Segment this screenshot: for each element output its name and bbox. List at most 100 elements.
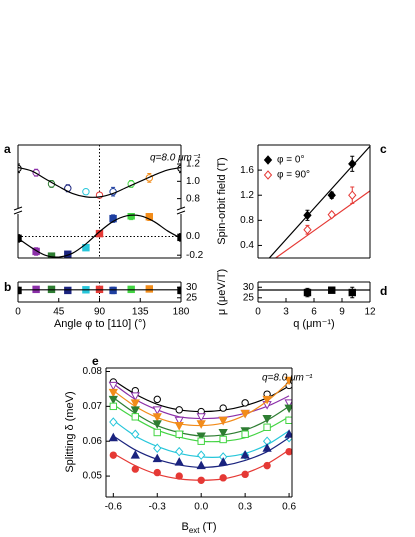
data-point: [109, 286, 117, 295]
panel-label: c: [380, 142, 387, 156]
data-point: [284, 399, 292, 408]
y-tick-label: 0.4: [240, 240, 254, 251]
data-point: [152, 420, 162, 429]
fit-line: [18, 214, 181, 258]
fit-line: [18, 166, 181, 198]
data-point: [95, 229, 104, 238]
panel-label: d: [380, 284, 387, 298]
data-point: [303, 224, 312, 235]
x-tick-label: 90: [94, 307, 106, 318]
data-point: [130, 399, 140, 408]
y-tick-label: 0.8: [240, 215, 254, 226]
data-point: [64, 286, 72, 295]
annotation: q=8.0 μm⁻¹: [262, 373, 313, 384]
data-point: [241, 430, 249, 438]
data-point: [152, 453, 162, 463]
data-point: [145, 213, 154, 221]
data-point: [284, 404, 292, 414]
data-point: [174, 416, 184, 426]
legend-marker: [263, 170, 273, 180]
x-tick-label: -0.3: [149, 502, 167, 513]
fit-line: [274, 190, 370, 258]
y-tick-label: 0.06: [83, 436, 103, 447]
error-bar: [179, 233, 181, 242]
data-point: [303, 288, 312, 297]
data-point: [175, 472, 183, 480]
data-point: [218, 457, 228, 466]
data-point: [196, 420, 206, 429]
data-point: [328, 286, 336, 294]
panel: [18, 282, 181, 302]
y-axis-label: μ (μeV/T): [216, 269, 228, 315]
y-tick-label: 25: [243, 292, 255, 303]
data-point: [196, 413, 206, 422]
x-tick-label: 135: [132, 307, 149, 318]
data-point: [177, 286, 181, 295]
data-point: [174, 422, 184, 431]
y-tick-label: 1.2: [186, 159, 200, 170]
x-axis-label-part: ext: [189, 526, 200, 535]
x-tick-label: 0: [255, 307, 261, 318]
data-point: [241, 399, 249, 407]
data-point: [108, 388, 118, 398]
y-tick-label: 25: [186, 292, 198, 303]
x-tick-label: 0.3: [238, 502, 252, 513]
fit-line: [268, 145, 370, 258]
data-point: [130, 450, 140, 459]
data-point: [152, 406, 162, 415]
data-point: [197, 476, 205, 484]
data-point: [240, 409, 250, 419]
x-axis-label: Angle φ to [110] (°): [54, 318, 146, 330]
legend-label: φ = 90°: [277, 170, 310, 181]
y-tick-label: 1.6: [240, 165, 254, 176]
data-point: [348, 288, 356, 297]
data-point: [82, 188, 90, 196]
legend-marker: [263, 155, 273, 165]
x-tick-label: 12: [364, 307, 376, 318]
data-point: [108, 395, 118, 405]
data-point: [130, 392, 140, 401]
data-point: [241, 470, 249, 479]
panel: [108, 376, 292, 484]
data-point: [285, 416, 292, 424]
x-tick-label: 0.0: [194, 502, 208, 513]
x-axis-label-part: (T): [202, 521, 216, 533]
y-axis-label: Splitting δ (meV): [64, 391, 76, 472]
error-bar: [18, 234, 20, 243]
data-point: [131, 465, 139, 473]
data-point: [131, 413, 139, 421]
y-tick-label: 1.0: [186, 176, 200, 187]
data-point: [218, 429, 228, 438]
x-tick-label: 0: [15, 307, 21, 318]
data-point: [262, 415, 272, 424]
x-tick-label: 0.6: [282, 502, 296, 513]
data-point: [219, 474, 227, 482]
y-axis-label: Spin-orbit field (T): [216, 157, 228, 244]
data-point: [218, 416, 228, 426]
y-tick-label: 0.0: [186, 231, 200, 242]
y-tick-label: 30: [186, 282, 198, 293]
x-axis-label: Bext (T): [181, 521, 216, 535]
data-point: [153, 443, 162, 453]
data-point: [285, 447, 292, 456]
data-point: [130, 406, 140, 415]
y-tick-label: 0.05: [83, 471, 103, 482]
data-point: [108, 432, 118, 442]
legend-label: φ = 0°: [277, 155, 304, 166]
panel-label: b: [4, 280, 11, 294]
x-tick-label: 9: [339, 307, 345, 318]
data-point: [175, 406, 183, 414]
data-point: [153, 395, 161, 404]
data-point: [175, 446, 184, 457]
data-point: [284, 376, 292, 386]
data-point: [303, 210, 312, 221]
y-tick-label: 30: [243, 282, 255, 293]
data-point: [284, 429, 292, 438]
data-point: [109, 451, 118, 459]
data-point: [263, 423, 271, 431]
panel-label: e: [92, 354, 99, 368]
data-point: [348, 190, 357, 200]
data-point: [262, 443, 272, 452]
data-point: [108, 381, 118, 391]
